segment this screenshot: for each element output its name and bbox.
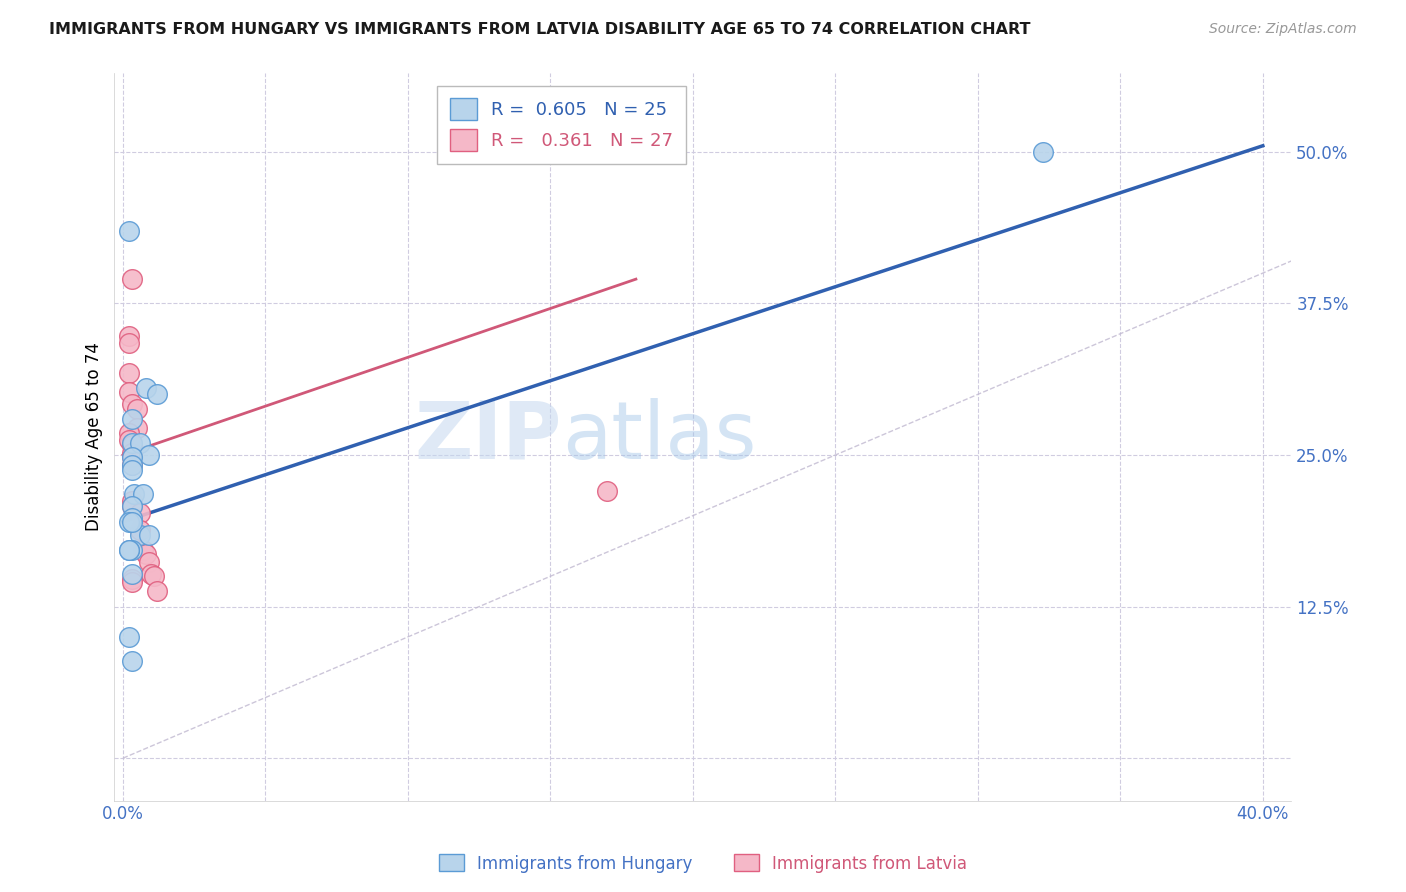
Point — [132, 487, 155, 501]
Point — [138, 448, 160, 462]
Point — [118, 542, 141, 557]
Point — [118, 336, 141, 351]
Point — [129, 523, 152, 537]
Point — [124, 487, 146, 501]
Point — [121, 511, 143, 525]
Point — [121, 515, 143, 529]
Point — [129, 435, 152, 450]
Point — [596, 484, 619, 499]
Point — [121, 566, 143, 581]
Point — [118, 426, 141, 441]
Point — [121, 499, 143, 513]
Point — [1032, 145, 1054, 159]
Point — [143, 569, 166, 583]
Text: IMMIGRANTS FROM HUNGARY VS IMMIGRANTS FROM LATVIA DISABILITY AGE 65 TO 74 CORREL: IMMIGRANTS FROM HUNGARY VS IMMIGRANTS FR… — [49, 22, 1031, 37]
Point — [121, 542, 143, 557]
Point — [132, 542, 155, 557]
Point — [118, 515, 141, 529]
Point — [121, 272, 143, 286]
Point — [135, 381, 157, 395]
Point — [146, 583, 169, 598]
Point — [121, 654, 143, 668]
Point — [129, 528, 152, 542]
Legend: R =  0.605   N = 25, R =   0.361   N = 27: R = 0.605 N = 25, R = 0.361 N = 27 — [437, 86, 686, 164]
Point — [118, 542, 141, 557]
Text: Source: ZipAtlas.com: Source: ZipAtlas.com — [1209, 22, 1357, 37]
Point — [135, 548, 157, 562]
Point — [121, 575, 143, 590]
Text: ZIP: ZIP — [415, 398, 561, 475]
Point — [121, 499, 143, 513]
Point — [118, 366, 141, 380]
Point — [138, 555, 160, 569]
Point — [127, 401, 149, 416]
Point — [127, 421, 149, 435]
Point — [121, 450, 143, 465]
Point — [138, 528, 160, 542]
Point — [121, 435, 143, 450]
Point — [121, 438, 143, 452]
Point — [121, 494, 143, 508]
Legend: Immigrants from Hungary, Immigrants from Latvia: Immigrants from Hungary, Immigrants from… — [432, 847, 974, 880]
Point — [121, 445, 143, 459]
Point — [141, 566, 163, 581]
Point — [129, 506, 152, 520]
Point — [121, 411, 143, 425]
Text: atlas: atlas — [561, 398, 756, 475]
Point — [146, 387, 169, 401]
Point — [118, 434, 141, 448]
Point — [121, 450, 143, 465]
Point — [118, 329, 141, 343]
Point — [121, 462, 143, 476]
Point — [121, 458, 143, 472]
Point — [118, 630, 141, 644]
Point — [118, 224, 141, 238]
Point — [121, 572, 143, 586]
Point — [118, 384, 141, 399]
Point — [121, 397, 143, 411]
Point — [121, 458, 143, 472]
Y-axis label: Disability Age 65 to 74: Disability Age 65 to 74 — [86, 343, 103, 532]
